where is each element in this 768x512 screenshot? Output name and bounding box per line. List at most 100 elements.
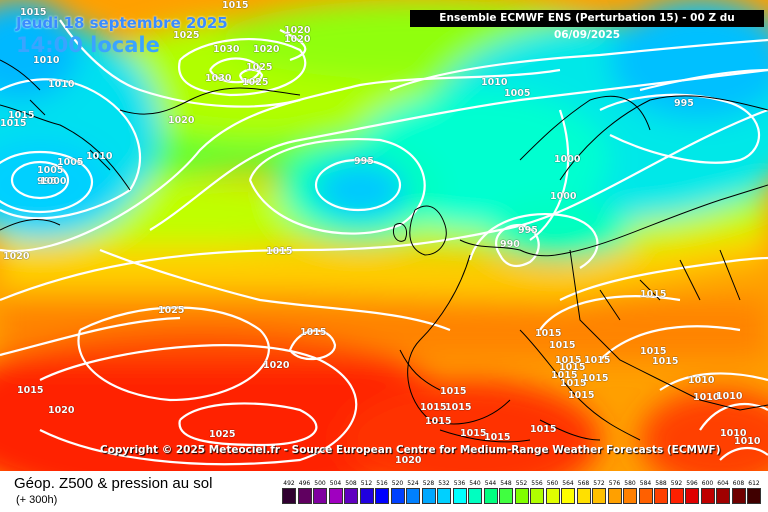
legend-swatch: [390, 488, 405, 504]
legend-swatch: [731, 488, 746, 504]
legend-swatch: [328, 488, 343, 504]
isobar-label: 1015: [530, 424, 557, 435]
legend-swatch: [685, 488, 699, 504]
map-title: Géop. Z500 & pression au sol: [14, 475, 213, 492]
legend-swatch: [375, 488, 389, 504]
legend-swatch: [499, 488, 513, 504]
legend-swatch: [747, 488, 761, 504]
legend-value: 500: [314, 480, 326, 487]
legend-value: 512: [360, 480, 373, 487]
isobar-label: 995: [37, 176, 57, 187]
isobar-label: 1025: [209, 429, 236, 440]
isobar-label: 1025: [158, 305, 185, 316]
isobar-label: 1020: [168, 115, 195, 126]
isobar-label: 1005: [504, 88, 531, 99]
isobar-label: 1025: [246, 62, 273, 73]
legend-swatch: [530, 488, 544, 504]
legend-value: 596: [686, 480, 698, 487]
isobar-label: 990: [500, 239, 520, 250]
isobar-label: 1015: [551, 370, 578, 381]
legend-swatch: [514, 488, 529, 504]
isobar-label: 1015: [425, 416, 452, 427]
legend-value: 568: [577, 480, 590, 487]
isobar-label: 1010: [33, 55, 60, 66]
isobar-label: 1015: [560, 378, 587, 389]
isobar-label: 1020: [284, 34, 311, 45]
isobar-label: 1015: [0, 118, 27, 129]
isobar-label: 1000: [554, 154, 581, 165]
isobar-label: 1010: [86, 151, 113, 162]
coastlines: [0, 59, 768, 443]
legend-swatch: [406, 488, 420, 504]
isobar-label: 1020: [48, 405, 75, 416]
isobar-label: 1015: [640, 346, 667, 357]
legend-swatch: [282, 488, 296, 504]
legend-swatch: [654, 488, 668, 504]
isobar-label: 1015: [266, 246, 293, 257]
legend-value: 600: [701, 480, 714, 487]
legend-value: 524: [407, 480, 419, 487]
isobar-label: 1010: [688, 375, 715, 386]
legend-swatch: [468, 488, 482, 504]
legend-swatch: [716, 488, 730, 504]
isobar-label: 1015: [8, 110, 35, 121]
isobar-label: 1010: [693, 392, 720, 403]
isobar-label: 1000: [40, 176, 67, 187]
legend-value: 548: [500, 480, 512, 487]
legend-value: 552: [515, 480, 528, 487]
isobar-label: 1015: [460, 428, 487, 439]
isobar-label: 1015: [535, 328, 562, 339]
isobar-label: 1015: [17, 385, 44, 396]
legend-swatch: [313, 488, 327, 504]
isobar-label: 1015: [568, 390, 595, 401]
legend-value: 508: [345, 480, 357, 487]
isobar-label: 995: [354, 156, 374, 167]
legend-value: 608: [732, 480, 745, 487]
isobar-label: 1010: [48, 79, 75, 90]
legend-value: 572: [593, 480, 605, 487]
isobar-label: 1015: [640, 289, 667, 300]
isobar-label: 1020: [253, 44, 280, 55]
weather-map: Jeudi 18 septembre 2025 14:00 locale Ens…: [0, 0, 768, 471]
isobar-label: 1015: [20, 7, 47, 18]
legend-swatch: [483, 488, 498, 504]
legend-swatch: [297, 488, 312, 504]
isobar-label: 1015: [652, 356, 679, 367]
isobar-label: 1015: [549, 340, 576, 351]
isobar-lines: [0, 19, 768, 466]
legend-value: 580: [624, 480, 636, 487]
legend-value: 612: [748, 480, 760, 487]
isobar-label: 1020: [263, 360, 290, 371]
legend-value: 504: [329, 480, 342, 487]
geopotential-field: [0, 0, 768, 471]
isobar-label: 1030: [205, 73, 232, 84]
legend-swatch: [607, 488, 622, 504]
legend-value: 516: [376, 480, 388, 487]
legend-value: 604: [717, 480, 729, 487]
isobar-label: 1000: [550, 191, 577, 202]
isobar-label: 1025: [242, 77, 269, 88]
legend-value: 560: [546, 480, 559, 487]
legend-value: 528: [422, 480, 435, 487]
forecast-local-time: 14:00 locale: [16, 33, 160, 57]
legend-swatch: [576, 488, 591, 504]
legend-swatch: [669, 488, 684, 504]
legend-swatch: [545, 488, 560, 504]
isobar-label: 1015: [582, 373, 609, 384]
legend-swatch: [700, 488, 715, 504]
isobar-label: 1010: [720, 428, 747, 439]
copyright-notice: Copyright © 2025 Meteociel.fr - Source E…: [100, 444, 721, 456]
isobar-label: 1015: [484, 432, 511, 443]
isobar-label: 1015: [300, 327, 327, 338]
isobar-label: 1015: [584, 355, 611, 366]
isobar-label: 1015: [222, 0, 249, 11]
legend-value: 492: [283, 480, 295, 487]
isobar-label: 1010: [716, 391, 743, 402]
isobar-label: 995: [674, 98, 694, 109]
forecast-date: Jeudi 18 septembre 2025: [16, 14, 228, 32]
legend-swatch: [437, 488, 451, 504]
legend-value: 556: [531, 480, 543, 487]
legend-value: 544: [484, 480, 497, 487]
legend-value: 576: [608, 480, 621, 487]
isobar-label: 1005: [57, 157, 84, 168]
